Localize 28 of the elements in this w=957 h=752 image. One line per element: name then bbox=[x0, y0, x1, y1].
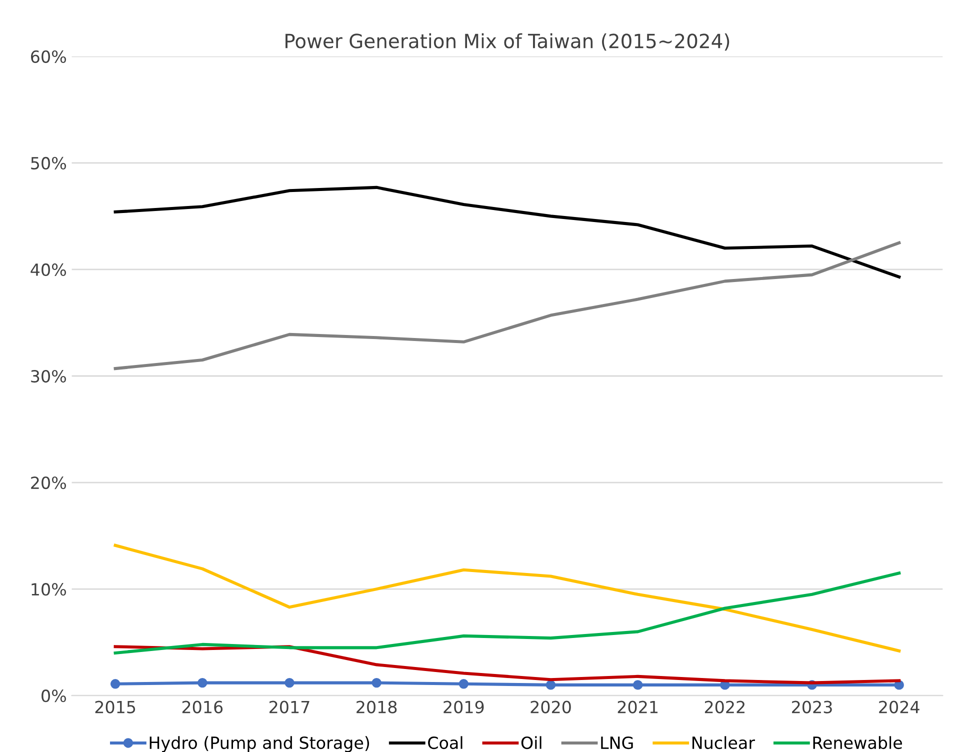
x-tick-label: 2021 bbox=[618, 700, 658, 714]
line-series bbox=[114, 544, 901, 652]
x-tick-label: 2020 bbox=[530, 700, 571, 714]
x-tick-label: 2024 bbox=[879, 700, 920, 714]
legend-label: Renewable bbox=[813, 736, 902, 750]
legend-label: Nuclear bbox=[692, 736, 755, 750]
x-tick-label: 2018 bbox=[356, 700, 397, 714]
y-tick-label: 40% bbox=[30, 263, 66, 276]
x-tick-label: 2022 bbox=[704, 700, 744, 714]
x-tick-label: 2019 bbox=[444, 700, 484, 714]
x-tick-label: 2023 bbox=[792, 700, 832, 714]
chart-title: Power Generation Mix of Taiwan (2015~2024) bbox=[286, 33, 730, 51]
legend-label: Coal bbox=[428, 736, 462, 750]
legend-label: Hydro (Pump and Storage) bbox=[150, 736, 370, 752]
x-tick-label: 2016 bbox=[182, 700, 223, 714]
y-tick-label: 20% bbox=[31, 476, 66, 490]
x-tick-label: 2015 bbox=[95, 700, 136, 714]
y-tick-label: 0% bbox=[42, 690, 66, 702]
line-series bbox=[114, 241, 901, 370]
x-tick-label: 2017 bbox=[270, 700, 310, 714]
line-series bbox=[114, 572, 901, 655]
line-series bbox=[114, 186, 901, 278]
legend-label: LNG bbox=[601, 736, 633, 750]
legend-label: Oil bbox=[521, 736, 542, 750]
y-tick-label: 10% bbox=[32, 583, 66, 596]
y-tick-label: 50% bbox=[31, 156, 66, 170]
y-tick-label: 60% bbox=[31, 50, 66, 63]
y-tick-label: 30% bbox=[31, 370, 66, 383]
